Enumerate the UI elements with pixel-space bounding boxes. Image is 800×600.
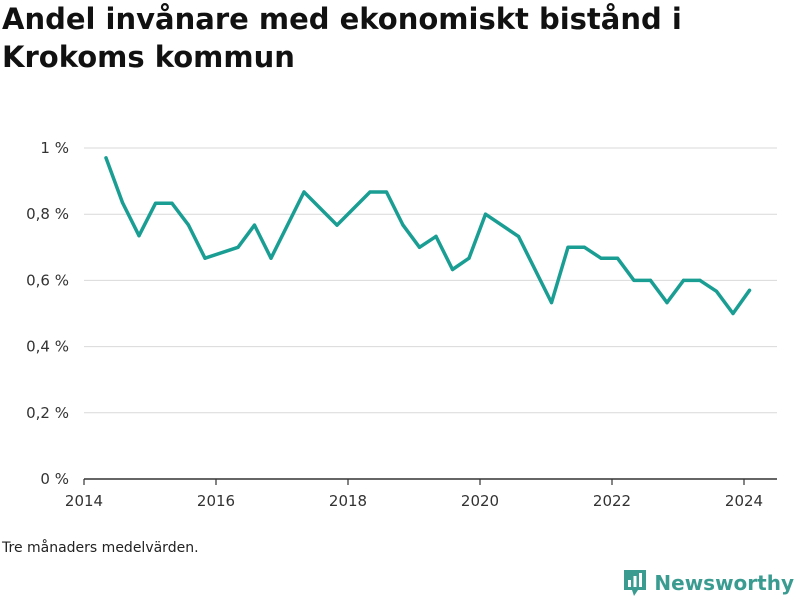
data-point	[236, 245, 240, 249]
data-point	[516, 234, 521, 238]
y-tick-label: 0,6 %	[26, 271, 69, 289]
data-point	[665, 301, 669, 305]
y-tick-label: 0,8 %	[26, 205, 69, 223]
x-tick-label: 2022	[593, 492, 631, 510]
data-point	[681, 278, 686, 282]
data-point	[632, 278, 636, 282]
series-group	[104, 156, 752, 316]
data-point	[302, 190, 306, 194]
data-point	[483, 212, 488, 216]
data-point	[252, 223, 257, 227]
data-point	[747, 288, 752, 292]
data-point	[615, 256, 620, 260]
data-point	[599, 256, 603, 260]
footnote: Tre månaders medelvärden.	[2, 540, 199, 556]
data-point	[186, 223, 191, 227]
series-line	[104, 156, 752, 316]
x-tick-label: 2024	[725, 492, 763, 510]
data-point	[566, 245, 570, 249]
data-point	[170, 201, 174, 205]
data-point	[335, 223, 339, 227]
data-point	[384, 190, 389, 194]
x-tick-label: 2018	[329, 492, 367, 510]
chart-title: Andel invånare med ekonomiskt bistånd i …	[2, 2, 682, 74]
x-tick-label: 2020	[461, 492, 499, 510]
newsworthy-logo-icon	[624, 570, 647, 596]
data-point	[104, 156, 108, 160]
y-tick-label: 0,4 %	[26, 338, 69, 356]
y-tick-label: 0 %	[40, 470, 69, 488]
x-tick-label: 2014	[65, 492, 103, 510]
y-tick-label: 0,2 %	[26, 404, 69, 422]
brand-logo: Newsworthy	[622, 568, 794, 598]
gridlines	[84, 147, 777, 414]
x-axis: 2014 2016 2018 2020 2022 2024	[65, 478, 777, 510]
data-point	[698, 278, 702, 282]
data-point	[648, 278, 653, 282]
data-point	[714, 289, 719, 293]
data-point	[137, 234, 141, 238]
brand-name: Newsworthy	[654, 571, 794, 595]
data-point	[417, 245, 422, 249]
x-tick-label: 2016	[197, 492, 235, 510]
data-point	[467, 256, 471, 260]
data-point	[269, 256, 273, 260]
data-point	[153, 201, 158, 205]
data-point	[368, 190, 372, 194]
data-point	[203, 256, 207, 260]
data-point	[434, 234, 438, 238]
data-point	[401, 223, 405, 227]
data-point	[120, 201, 125, 205]
data-point	[582, 245, 587, 249]
y-tick-label: 1 %	[40, 139, 69, 157]
data-point	[450, 267, 455, 272]
data-point	[731, 311, 735, 316]
data-point	[549, 301, 554, 305]
y-axis-ticks: 0 % 0,2 % 0,4 % 0,6 % 0,8 % 1 %	[26, 139, 69, 488]
